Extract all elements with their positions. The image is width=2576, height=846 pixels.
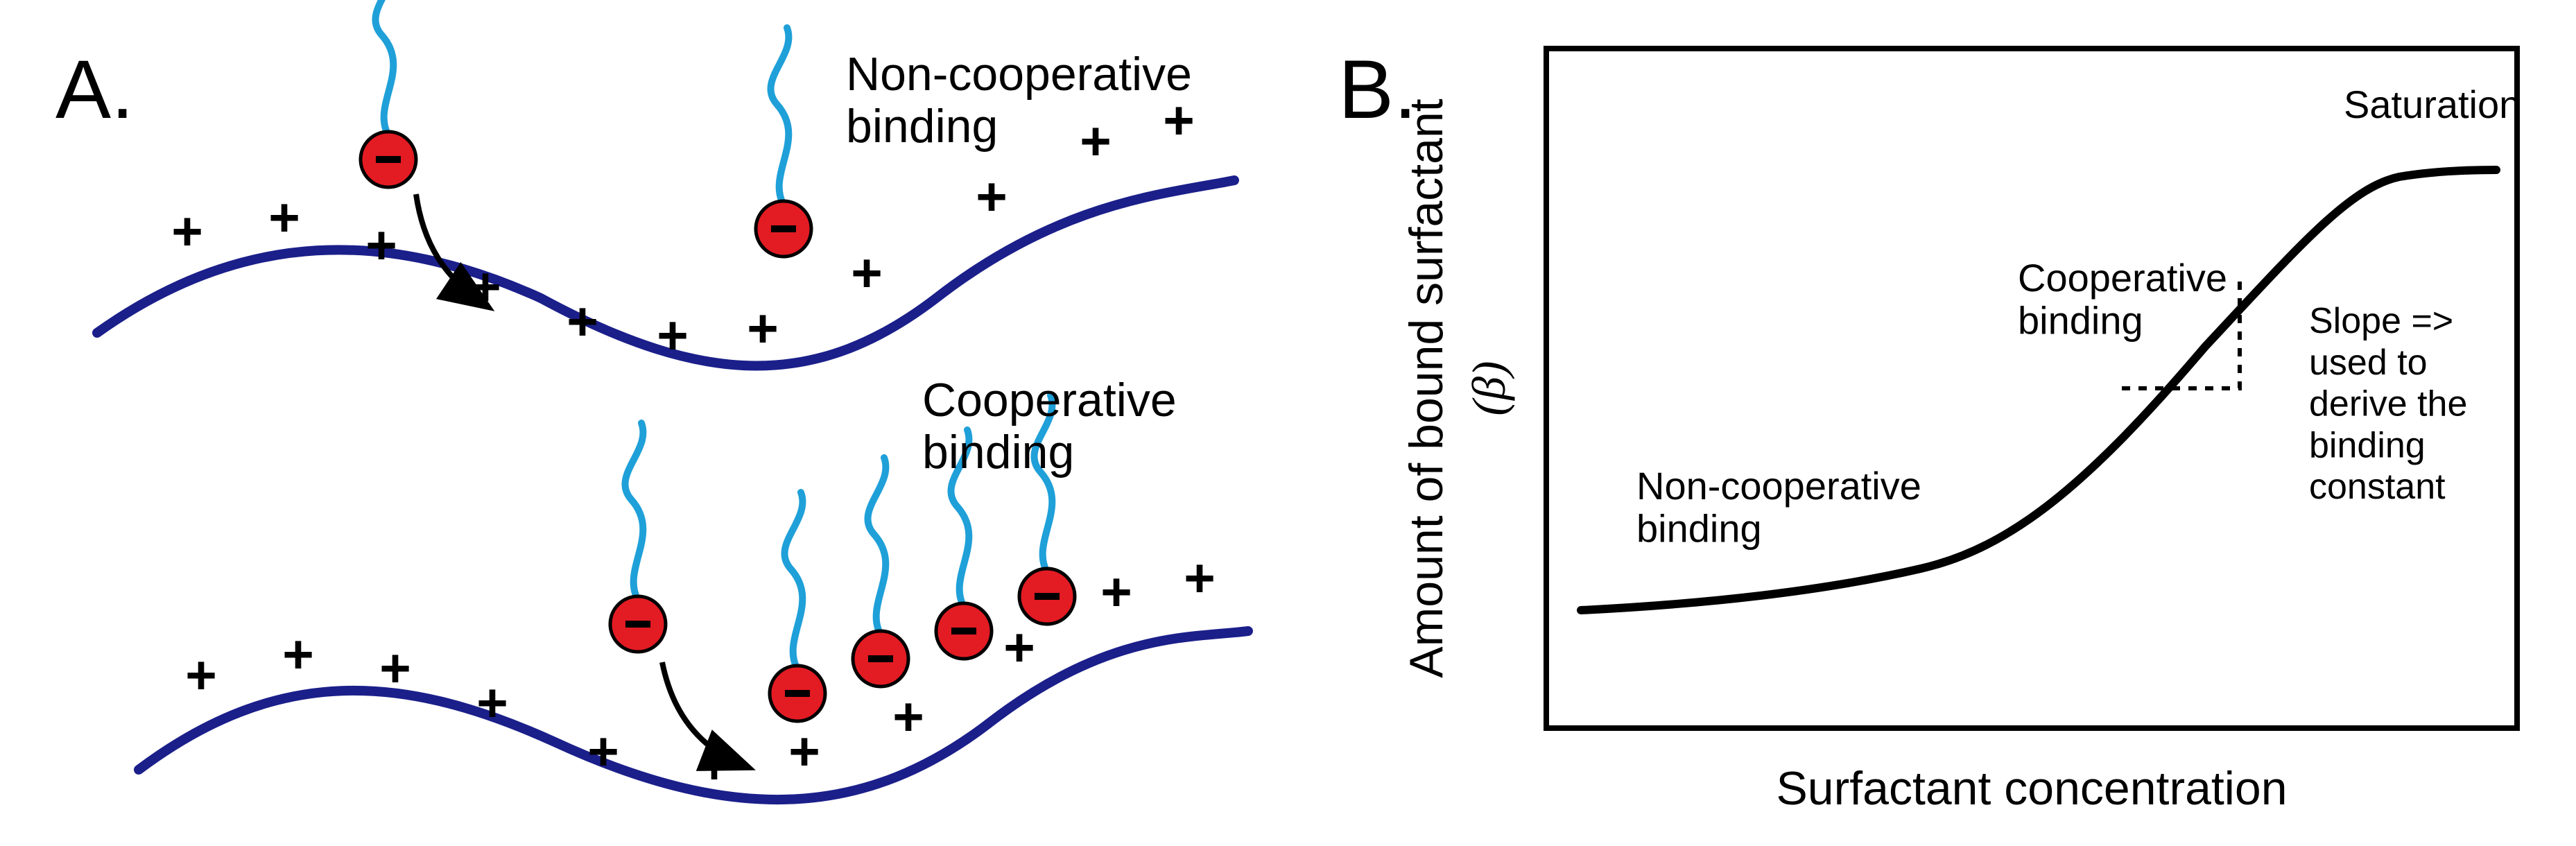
svg-text:+: + <box>892 686 924 747</box>
svg-text:+: + <box>268 187 300 248</box>
svg-text:A.: A. <box>55 43 134 136</box>
svg-text:Slope =>used toderive thebindi: Slope =>used toderive thebindingconstant <box>2309 301 2467 507</box>
svg-text:+: + <box>379 637 411 698</box>
svg-text:+: + <box>976 166 1008 227</box>
svg-text:+: + <box>282 623 314 684</box>
svg-text:+: + <box>567 291 598 352</box>
svg-text:+: + <box>469 256 501 317</box>
svg-text:+: + <box>476 672 508 733</box>
svg-text:+: + <box>1003 616 1035 677</box>
figure-root: A.++++++++++++++++++++++Non-cooperativeb… <box>0 0 2576 846</box>
svg-text:+: + <box>747 297 779 359</box>
svg-text:+: + <box>788 720 820 782</box>
svg-text:Amount of bound surfactant: Amount of bound surfactant <box>1400 98 1453 678</box>
figure-svg: A.++++++++++++++++++++++Non-cooperativeb… <box>0 0 2576 846</box>
svg-text:+: + <box>1184 547 1216 608</box>
svg-text:+: + <box>1100 561 1132 622</box>
svg-text:+: + <box>1080 110 1112 171</box>
svg-text:+: + <box>851 242 883 303</box>
svg-text:+: + <box>365 214 397 275</box>
svg-text:(β): (β) <box>1462 361 1515 415</box>
svg-text:Saturation: Saturation <box>2344 83 2521 126</box>
svg-text:+: + <box>587 720 619 782</box>
svg-text:+: + <box>171 200 203 261</box>
svg-text:+: + <box>657 304 689 365</box>
svg-text:Surfactant concentration: Surfactant concentration <box>1776 762 2287 815</box>
svg-text:+: + <box>185 644 217 705</box>
